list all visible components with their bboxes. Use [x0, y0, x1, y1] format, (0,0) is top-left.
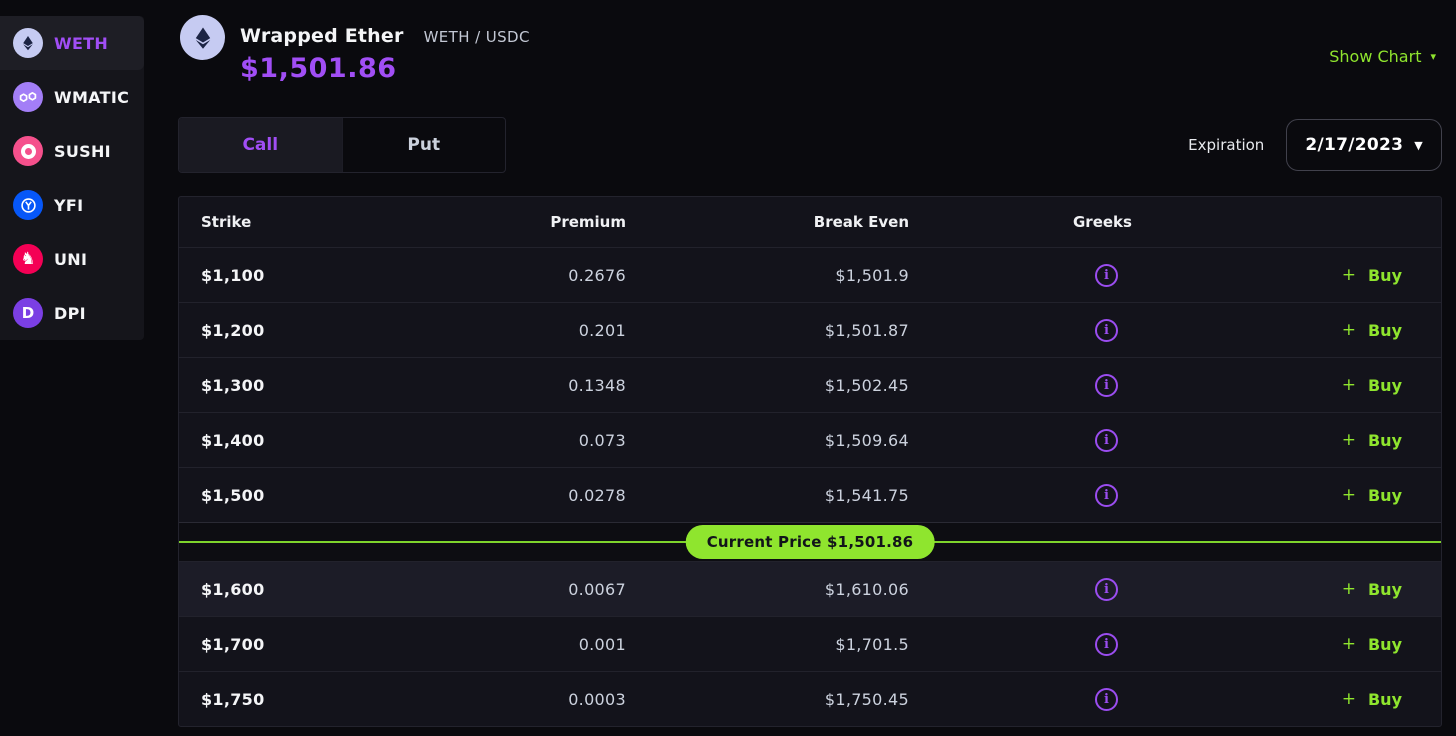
tab-call[interactable]: Call — [179, 118, 342, 172]
plus-icon: + — [1341, 485, 1356, 505]
table-row: $1,100 0.2676 $1,501.9 i + Buy — [179, 247, 1441, 302]
greeks-info-icon[interactable]: i — [1095, 577, 1118, 601]
buy-button[interactable]: + Buy — [1341, 375, 1402, 395]
table-row: $1,300 0.1348 $1,502.45 i + Buy — [179, 357, 1441, 412]
premium-value: 0.0003 — [568, 689, 626, 709]
chevron-down-icon: ▼ — [1414, 138, 1423, 152]
col-break-even: Break Even — [813, 213, 909, 231]
token-sidebar: WETH WMATIC SUSHI YFI ♞ UNI D DPI — [0, 16, 144, 340]
buy-button[interactable]: + Buy — [1341, 634, 1402, 654]
strike-value: $1,500 — [201, 485, 265, 505]
strike-value: $1,600 — [201, 579, 265, 599]
breakeven-value: $1,501.9 — [835, 265, 909, 285]
plus-icon: + — [1341, 265, 1356, 285]
premium-value: 0.0278 — [568, 485, 626, 505]
sidebar-item-label: WETH — [54, 33, 109, 53]
strike-value: $1,700 — [201, 634, 265, 654]
yfi-token-icon — [13, 190, 43, 220]
breakeven-value: $1,509.64 — [824, 430, 909, 450]
sidebar-item-label: WMATIC — [54, 87, 130, 107]
greeks-info-icon[interactable]: i — [1095, 687, 1118, 711]
weth-token-icon — [13, 28, 43, 58]
tab-put[interactable]: Put — [341, 118, 506, 172]
options-table: Strike Premium Break Even Greeks $1,100 … — [178, 196, 1442, 727]
sidebar-item-wmatic[interactable]: WMATIC — [0, 70, 144, 124]
wmatic-token-icon — [13, 82, 43, 112]
greeks-info-icon[interactable]: i — [1095, 428, 1118, 452]
plus-icon: + — [1341, 430, 1356, 450]
sidebar-item-yfi[interactable]: YFI — [0, 178, 144, 232]
strike-value: $1,200 — [201, 320, 265, 340]
strike-value: $1,300 — [201, 375, 265, 395]
greeks-info-icon[interactable]: i — [1095, 318, 1118, 342]
breakeven-value: $1,750.45 — [824, 689, 909, 709]
greeks-info-icon[interactable]: i — [1095, 483, 1118, 507]
table-row: $1,500 0.0278 $1,541.75 i + Buy — [179, 467, 1441, 522]
sidebar-item-uni[interactable]: ♞ UNI — [0, 232, 144, 286]
breakeven-value: $1,701.5 — [835, 634, 909, 654]
expiration-label: Expiration — [1188, 136, 1265, 154]
premium-value: 0.1348 — [568, 375, 626, 395]
show-chart-toggle[interactable]: Show Chart ▾ — [1329, 47, 1436, 66]
token-price: $1,501.86 — [240, 53, 397, 84]
breakeven-value: $1,502.45 — [824, 375, 909, 395]
greeks-info-icon[interactable]: i — [1095, 263, 1118, 287]
premium-value: 0.001 — [578, 634, 626, 654]
option-type-tabs: Call Put — [178, 117, 506, 173]
plus-icon: + — [1341, 634, 1356, 654]
dpi-token-icon: D — [13, 298, 43, 328]
buy-button[interactable]: + Buy — [1341, 265, 1402, 285]
greeks-info-icon[interactable]: i — [1095, 373, 1118, 397]
plus-icon: + — [1341, 579, 1356, 599]
plus-icon: + — [1341, 689, 1356, 709]
breakeven-value: $1,610.06 — [824, 579, 909, 599]
sidebar-item-label: YFI — [54, 195, 84, 215]
sidebar-item-weth[interactable]: WETH — [0, 16, 144, 70]
pair-label: WETH / USDC — [423, 28, 530, 46]
greeks-info-icon[interactable]: i — [1095, 632, 1118, 656]
table-row: $1,750 0.0003 $1,750.45 i + Buy — [179, 671, 1441, 726]
controls-row: Call Put Expiration 2/17/2023 ▼ — [178, 117, 1442, 173]
expiration-dropdown[interactable]: 2/17/2023 ▼ — [1286, 119, 1442, 171]
sushi-token-icon — [13, 136, 43, 166]
breakeven-value: $1,501.87 — [824, 320, 909, 340]
table-row: $1,600 0.0067 $1,610.06 i + Buy — [179, 561, 1441, 616]
sidebar-item-label: UNI — [54, 249, 88, 269]
sidebar-item-sushi[interactable]: SUSHI — [0, 124, 144, 178]
plus-icon: + — [1341, 375, 1356, 395]
buy-button[interactable]: + Buy — [1341, 430, 1402, 450]
col-premium: Premium — [550, 213, 626, 231]
buy-button[interactable]: + Buy — [1341, 689, 1402, 709]
col-strike: Strike — [201, 213, 252, 231]
chevron-down-icon: ▾ — [1430, 50, 1436, 63]
buy-button[interactable]: + Buy — [1341, 579, 1402, 599]
table-row: $1,200 0.201 $1,501.87 i + Buy — [179, 302, 1441, 357]
strike-value: $1,100 — [201, 265, 265, 285]
plus-icon: + — [1341, 320, 1356, 340]
strike-value: $1,400 — [201, 430, 265, 450]
eth-header-icon — [180, 15, 225, 60]
token-title: Wrapped Ether — [240, 25, 404, 47]
buy-button[interactable]: + Buy — [1341, 320, 1402, 340]
breakeven-value: $1,541.75 — [824, 485, 909, 505]
table-row: $1,400 0.073 $1,509.64 i + Buy — [179, 412, 1441, 467]
premium-value: 0.073 — [578, 430, 626, 450]
buy-button[interactable]: + Buy — [1341, 485, 1402, 505]
current-price-divider: Current Price $1,501.86 — [179, 522, 1441, 561]
col-greeks: Greeks — [1073, 213, 1132, 231]
sidebar-item-dpi[interactable]: D DPI — [0, 286, 144, 340]
uni-token-icon: ♞ — [13, 244, 43, 274]
sidebar-item-label: SUSHI — [54, 141, 111, 161]
premium-value: 0.2676 — [568, 265, 626, 285]
show-chart-label: Show Chart — [1329, 47, 1422, 66]
sidebar-item-label: DPI — [54, 303, 86, 323]
table-row: $1,700 0.001 $1,701.5 i + Buy — [179, 616, 1441, 671]
expiration-value: 2/17/2023 — [1305, 135, 1404, 155]
premium-value: 0.201 — [578, 320, 626, 340]
strike-value: $1,750 — [201, 689, 265, 709]
current-price-badge: Current Price $1,501.86 — [685, 525, 935, 559]
premium-value: 0.0067 — [568, 579, 626, 599]
table-header-row: Strike Premium Break Even Greeks — [179, 197, 1441, 247]
